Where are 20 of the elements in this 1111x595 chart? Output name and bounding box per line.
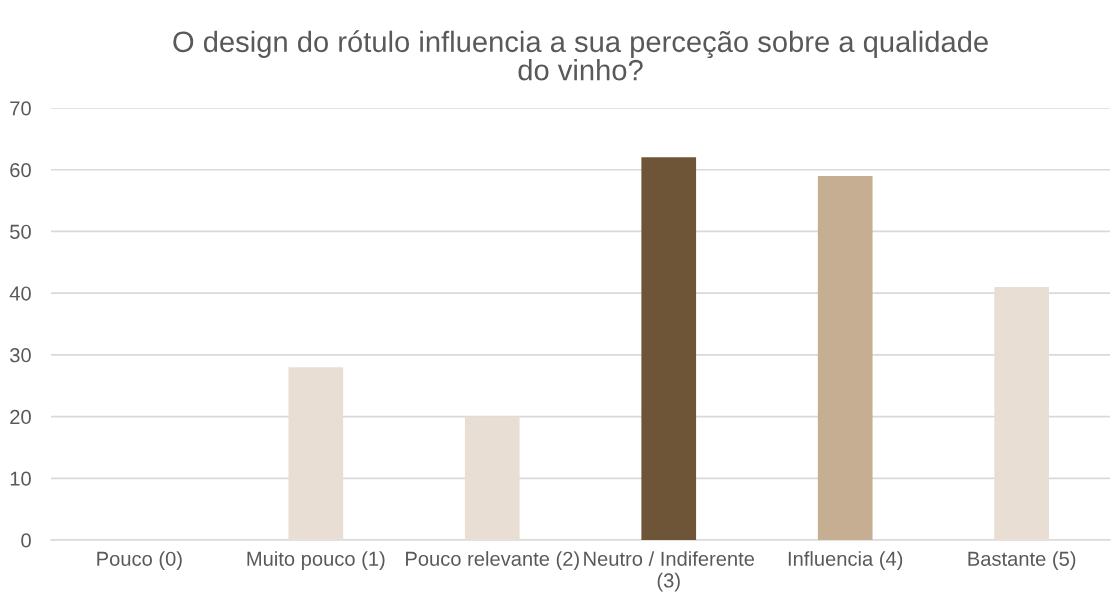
y-tick-label: 10	[10, 471, 31, 486]
x-tick-label: Pouco relevante (2)	[406, 551, 579, 570]
x-tick-label: Bastante (5)	[968, 551, 1076, 570]
bar	[817, 175, 873, 541]
x-tick-label: Influencia (4)	[788, 551, 903, 570]
bar	[994, 286, 1050, 541]
bar	[288, 367, 344, 541]
y-tick-label: 30	[10, 348, 31, 363]
y-tick-label: 70	[10, 101, 31, 116]
x-tick-label: Muito pouco (1)	[247, 551, 385, 570]
chart-title: O design do rótulo influencia a sua perceção sobre a qualidade do vinho?	[173, 30, 988, 81]
y-tick-label: 60	[10, 162, 31, 178]
bar	[641, 157, 697, 541]
y-tick-label: 0	[21, 533, 31, 548]
y-tick-label: 50	[10, 224, 31, 239]
x-tick-label: Neutro / Indiferente (3)	[584, 551, 755, 592]
y-tick-label: 40	[9, 286, 31, 301]
bar	[464, 416, 520, 541]
x-tick-label: Pouco (0)	[97, 551, 182, 570]
y-tick-label: 20	[10, 409, 31, 425]
